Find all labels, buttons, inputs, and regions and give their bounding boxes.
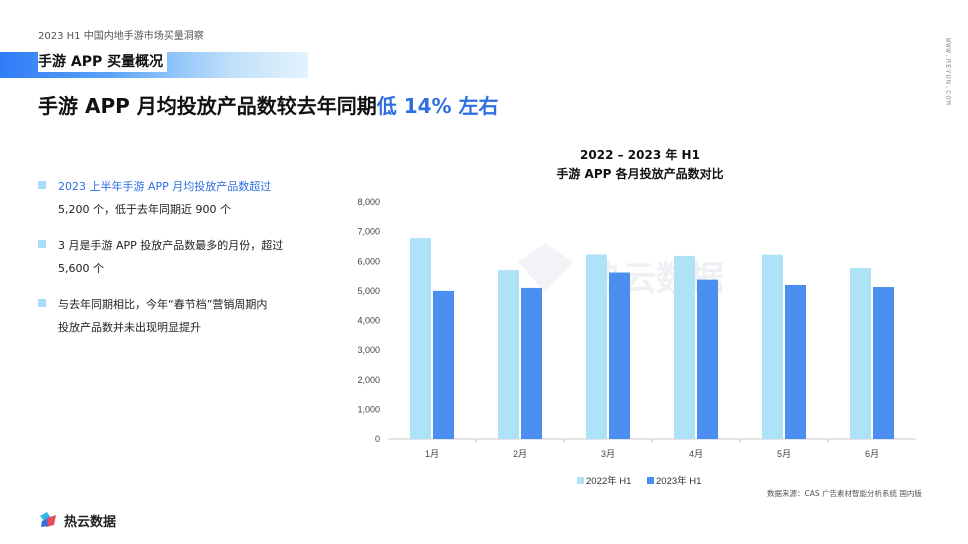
x-tick-label: 6月 bbox=[865, 449, 879, 459]
report-title: 2023 H1 中国内地手游市场买量洞察 bbox=[38, 31, 204, 42]
bullet-item: 2023 上半年手游 APP 月均投放产品数超过 5,200 个，低于去年同期近… bbox=[38, 175, 318, 221]
chart-title-line1: 2022 – 2023 年 H1 bbox=[580, 148, 700, 162]
legend-label: 2023年 H1 bbox=[656, 475, 701, 487]
x-tick-label: 5月 bbox=[777, 449, 791, 459]
y-tick-label: 3,000 bbox=[357, 345, 380, 355]
data-source-note: 数据来源：CAS 广告素材智能分析系统 国内版 bbox=[767, 489, 922, 498]
bullet-square-icon bbox=[38, 299, 46, 307]
bullet-text-line1: 与去年同期相比，今年“春节档”营销周期内 bbox=[58, 298, 268, 311]
bullet-square-icon bbox=[38, 240, 46, 248]
watermark-logo-icon bbox=[518, 243, 573, 292]
legend-swatch bbox=[577, 477, 584, 484]
y-tick-label: 2,000 bbox=[357, 375, 380, 385]
bullet-item: 3 月是手游 APP 投放产品数最多的月份，超过 5,600 个 bbox=[38, 234, 318, 280]
x-tick-label: 4月 bbox=[689, 449, 703, 459]
y-tick-label: 5,000 bbox=[357, 286, 380, 296]
bar-2022-1 bbox=[410, 238, 431, 439]
y-tick-label: 0 bbox=[375, 434, 380, 444]
section-title: 手游 APP 买量概况 bbox=[38, 52, 168, 72]
x-tick-label: 2月 bbox=[513, 449, 527, 459]
bar-2023-1 bbox=[433, 290, 454, 439]
y-tick-label: 7,000 bbox=[357, 227, 380, 237]
bar-2022-4 bbox=[674, 255, 695, 439]
bullet-item: 与去年同期相比，今年“春节档”营销周期内 投放产品数并未出现明显提升 bbox=[38, 293, 318, 339]
bar-2022-5 bbox=[762, 254, 783, 439]
bar-2023-4 bbox=[697, 279, 718, 439]
bullet-square-icon bbox=[38, 181, 46, 189]
y-tick-label: 1,000 bbox=[357, 404, 380, 414]
headline-main: 手游 APP 月均投放产品数较去年同期 bbox=[38, 94, 377, 118]
legend-label: 2022年 H1 bbox=[586, 475, 631, 487]
bar-2022-6 bbox=[850, 268, 871, 439]
bullet-list: 2023 上半年手游 APP 月均投放产品数超过 5,200 个，低于去年同期近… bbox=[38, 175, 318, 352]
bullet-text-line1: 2023 上半年手游 APP 月均投放产品数超过 bbox=[58, 180, 272, 193]
bar-2023-6 bbox=[873, 287, 894, 439]
headline-highlight: 低 14% 左右 bbox=[376, 94, 499, 118]
bullet-text-line2: 投放产品数并未出现明显提升 bbox=[58, 321, 201, 334]
side-url: WWW.REYUN.COM bbox=[944, 38, 952, 106]
legend-swatch bbox=[647, 477, 654, 484]
x-tick-label: 3月 bbox=[601, 449, 615, 459]
reyun-logo-icon bbox=[40, 512, 56, 527]
y-tick-label: 8,000 bbox=[357, 197, 380, 207]
y-tick-label: 6,000 bbox=[357, 256, 380, 266]
bullet-text-line1: 3 月是手游 APP 投放产品数最多的月份，超过 bbox=[58, 239, 284, 252]
bar-2023-2 bbox=[521, 287, 542, 439]
brand-logo: 热云数据 bbox=[38, 510, 116, 530]
page-headline: 手游 APP 月均投放产品数较去年同期低 14% 左右 bbox=[38, 90, 499, 119]
bar-2022-2 bbox=[498, 270, 519, 439]
bar-2023-3 bbox=[609, 272, 630, 439]
brand-name: 热云数据 bbox=[64, 514, 117, 530]
chart-title-line2: 手游 APP 各月投放产品数对比 bbox=[556, 167, 724, 181]
bullet-text-line2: 5,600 个 bbox=[58, 262, 104, 275]
y-tick-label: 4,000 bbox=[357, 316, 380, 326]
bar-2023-5 bbox=[785, 284, 806, 439]
bullet-text-line2: 5,200 个，低于去年同期近 900 个 bbox=[58, 203, 231, 216]
x-tick-label: 1月 bbox=[425, 449, 439, 459]
bar-2022-3 bbox=[586, 254, 607, 439]
